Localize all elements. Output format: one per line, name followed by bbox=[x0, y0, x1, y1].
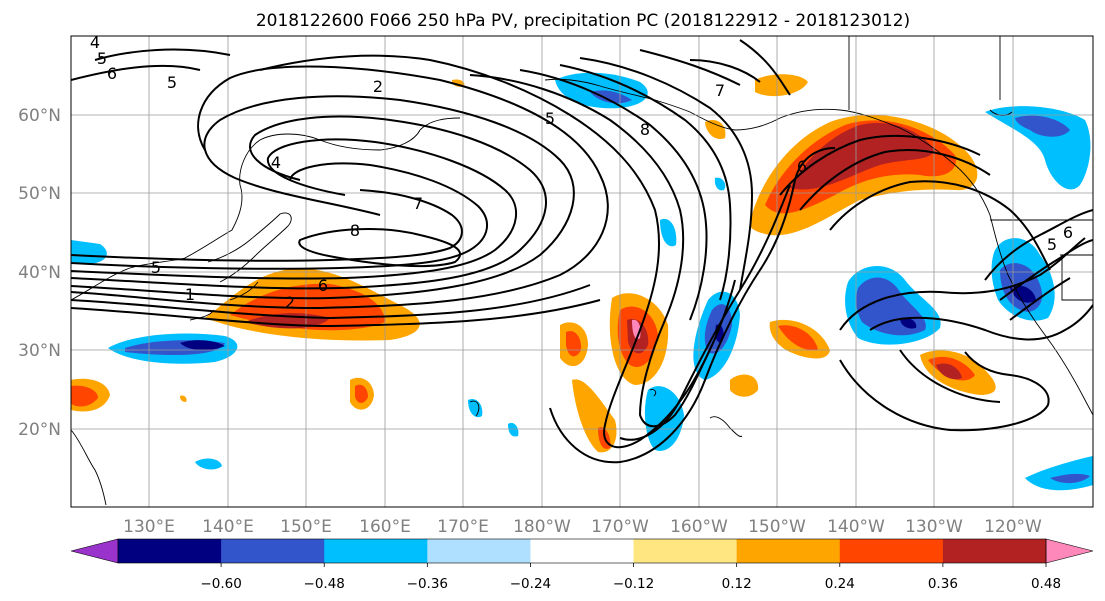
lat-tick-label: 20°N bbox=[18, 420, 61, 440]
colorbar-segment bbox=[839, 539, 944, 563]
colorbar-outline bbox=[117, 538, 1047, 564]
map-panel: 4 5 6 5 2 5 8 7 4 7 8 5 1 2 6 6 5 6 bbox=[71, 33, 1093, 507]
lon-tick-label: 170°W bbox=[591, 517, 649, 537]
lon-tick-label: 130°E bbox=[123, 517, 175, 537]
colorbar-extend-min bbox=[70, 538, 119, 564]
lat-tick-label: 50°N bbox=[18, 184, 61, 204]
lon-tick-label: 160°E bbox=[359, 517, 411, 537]
colorbar-segment bbox=[118, 539, 222, 563]
colorbar-tick-label: −0.12 bbox=[613, 576, 654, 592]
colorbar: −0.60 −0.48 −0.36 −0.24 −0.12 0.12 0.24 0.36 0.4… bbox=[70, 538, 1094, 592]
colorbar-segment bbox=[427, 539, 531, 563]
lon-tick-label: 130°W bbox=[905, 517, 963, 537]
colorbar-tick-label: −0.60 bbox=[200, 576, 241, 592]
contour-label: 4 bbox=[90, 33, 100, 52]
contour-label: 2 bbox=[285, 293, 295, 312]
colorbar-segment bbox=[530, 539, 635, 563]
pv-contours bbox=[71, 39, 1093, 464]
contour-label: 7 bbox=[715, 81, 725, 100]
lon-tick-label: 160°W bbox=[670, 517, 728, 537]
lon-tick-label: 120°W bbox=[984, 517, 1042, 537]
lon-tick-label: 140°W bbox=[827, 517, 885, 537]
contour-label: 7 bbox=[413, 194, 423, 213]
colorbar-extend-max bbox=[1045, 538, 1094, 564]
contour-label: 5 bbox=[167, 73, 177, 92]
colorbar-segment bbox=[324, 539, 428, 563]
longitude-labels: 130°E 140°E 150°E 160°E 170°E 180°W 170°… bbox=[123, 517, 1042, 537]
lon-tick-label: 180°W bbox=[513, 517, 571, 537]
contour-label: 5 bbox=[1047, 235, 1057, 254]
latitude-labels: 20°N 30°N 40°N 50°N 60°N bbox=[18, 106, 61, 440]
colorbar-segment bbox=[942, 539, 1047, 563]
graticule bbox=[71, 36, 1093, 507]
colorbar-tick-label: 0.48 bbox=[1031, 576, 1061, 592]
colorbar-tick-label: 0.12 bbox=[722, 576, 752, 592]
contour-label: 5 bbox=[97, 49, 107, 68]
contour-label: 6 bbox=[797, 157, 807, 176]
contour-label: 8 bbox=[640, 120, 650, 139]
contour-label: 4 bbox=[271, 153, 281, 172]
contour-label: 6 bbox=[107, 64, 117, 83]
lat-tick-label: 30°N bbox=[18, 341, 61, 361]
contour-labels: 4 5 6 5 2 5 8 7 4 7 8 5 1 2 6 6 5 6 bbox=[90, 33, 1073, 312]
contour-label: 5 bbox=[545, 109, 555, 128]
colorbar-tick-label: −0.48 bbox=[304, 576, 345, 592]
figure-title: 2018122600 F066 250 hPa PV, precipitatio… bbox=[256, 11, 910, 31]
colorbar-segment bbox=[221, 539, 325, 563]
precipitation-anomaly-shading bbox=[71, 72, 1093, 491]
colorbar-segment bbox=[633, 539, 738, 563]
map-frame bbox=[70, 35, 1094, 508]
contour-label: 6 bbox=[318, 276, 328, 295]
lon-tick-label: 150°E bbox=[280, 517, 332, 537]
lon-tick-label: 140°E bbox=[202, 517, 254, 537]
contour-label: 8 bbox=[350, 221, 360, 240]
colorbar-tick-label: −0.36 bbox=[407, 576, 448, 592]
lon-tick-label: 150°W bbox=[748, 517, 806, 537]
colorbar-segment bbox=[736, 539, 841, 563]
contour-label: 2 bbox=[373, 77, 383, 96]
lat-tick-label: 60°N bbox=[18, 106, 61, 126]
contour-label: 6 bbox=[1063, 223, 1073, 242]
contour-label: 5 bbox=[151, 258, 161, 277]
contour-label: 1 bbox=[185, 285, 195, 304]
colorbar-tick-label: 0.36 bbox=[928, 576, 958, 592]
lat-tick-label: 40°N bbox=[18, 263, 61, 283]
lon-tick-label: 170°E bbox=[437, 517, 489, 537]
colorbar-tick-label: 0.24 bbox=[825, 576, 855, 592]
colorbar-tick-label: −0.24 bbox=[510, 576, 551, 592]
